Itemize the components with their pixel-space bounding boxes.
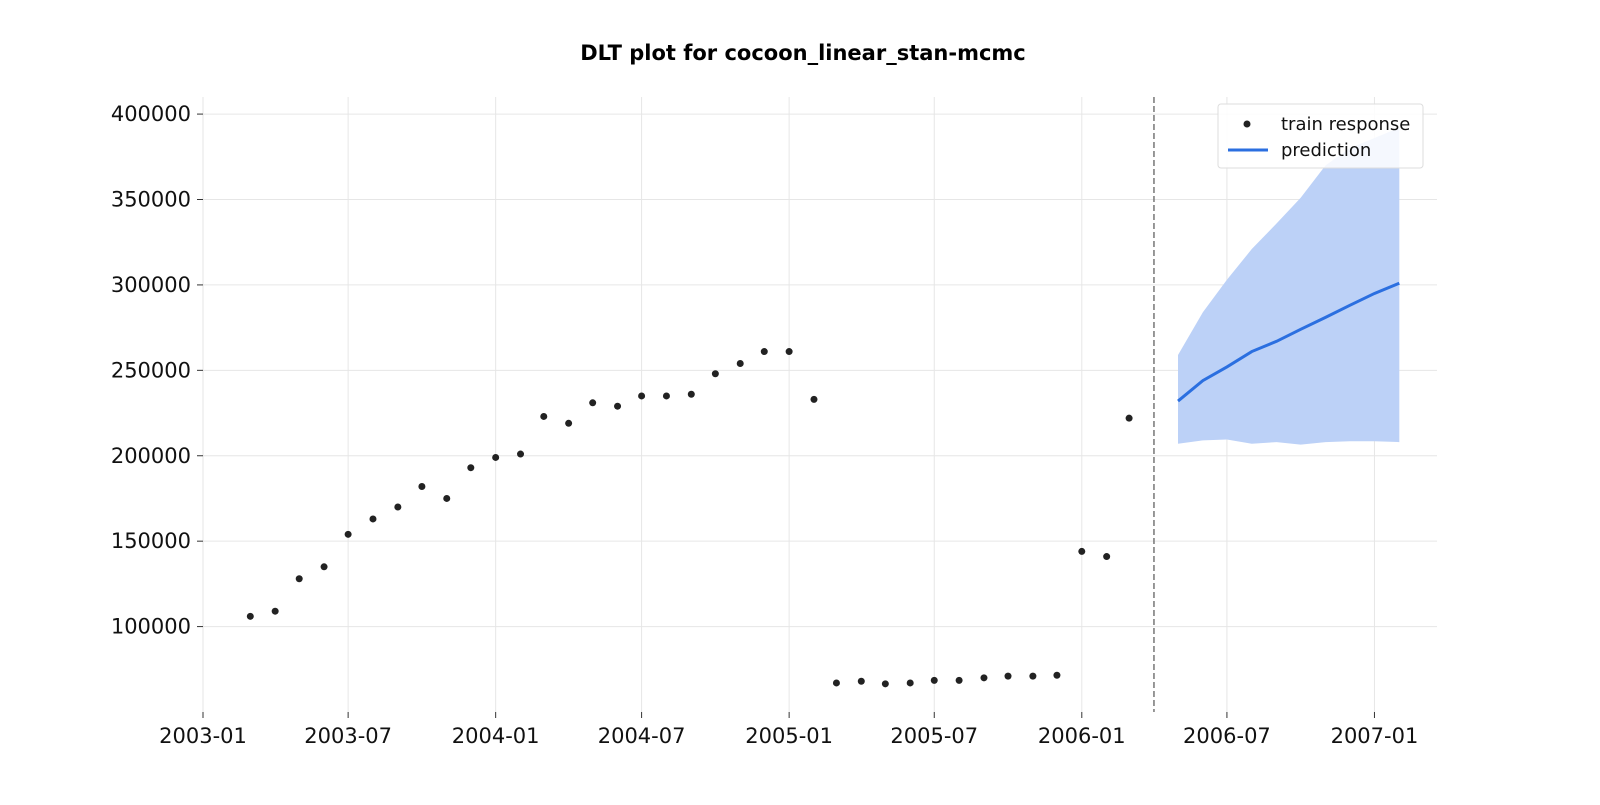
prediction-line: [1177, 281, 1400, 403]
train-response-series: [246, 348, 1133, 688]
train-response-point: [857, 677, 865, 685]
train-response-point: [394, 503, 402, 511]
train-response-point: [881, 680, 889, 688]
train-response-point: [1004, 672, 1012, 680]
train-response-point: [810, 395, 818, 403]
train-response-point: [1125, 414, 1133, 422]
train-response-point: [832, 679, 840, 687]
train-response-point: [246, 612, 254, 620]
train-response-point: [271, 607, 279, 615]
prediction-interval: [1178, 127, 1400, 445]
train-response-point: [418, 483, 426, 490]
x-tick-label: 2006-01: [1038, 724, 1126, 748]
y-tick-label: 200000: [111, 444, 191, 468]
train-response-point: [662, 392, 670, 400]
train-response-point: [930, 676, 938, 684]
train-response-point: [711, 370, 719, 378]
train-response-point: [955, 676, 963, 684]
legend: train response prediction: [1217, 103, 1424, 169]
x-tick-label: 2005-07: [890, 724, 978, 748]
train-response-point: [785, 348, 793, 356]
train-response-point: [492, 453, 500, 461]
train-response-point: [638, 392, 646, 400]
x-tick-label: 2007-01: [1331, 724, 1419, 748]
train-response-point: [565, 419, 573, 427]
train-response-point: [614, 402, 622, 410]
train-response-point: [540, 412, 548, 420]
y-tick-label: 250000: [111, 358, 191, 382]
train-response-point: [589, 399, 597, 407]
x-axis: 2003-01 2003-07 2004-01 2004-07 2005-01 2005-…: [159, 712, 1418, 748]
x-tick-label: 2003-07: [304, 724, 392, 748]
train-response-point: [295, 575, 303, 583]
prediction-series: [1177, 281, 1400, 403]
x-tick-label: 2006-07: [1183, 724, 1271, 748]
x-tick-label: 2005-01: [745, 724, 833, 748]
x-tick-label: 2003-01: [159, 724, 247, 748]
legend-box: [1217, 103, 1424, 169]
train-response-point: [980, 674, 988, 682]
legend-label-train-response: train response: [1281, 114, 1410, 135]
train-response-point: [687, 390, 695, 398]
train-response-point: [443, 494, 451, 502]
y-axis: 100000 150000 200000 250000 300000 350000 4000…: [111, 102, 203, 639]
y-tick-label: 150000: [111, 529, 191, 553]
train-response-point: [736, 360, 744, 367]
x-tick-label: 2004-07: [598, 724, 686, 748]
train-response-point: [906, 679, 914, 687]
y-tick-label: 300000: [111, 273, 191, 297]
train-response-point: [1053, 671, 1061, 679]
train-response-point: [369, 515, 377, 523]
prediction-interval-band: [1178, 127, 1400, 445]
chart-title: DLT plot for cocoon_linear_stan-mcmc: [580, 41, 1026, 65]
y-tick-label: 400000: [111, 102, 191, 126]
legend-marker-train-response: [1243, 120, 1251, 128]
train-response-point: [467, 464, 475, 472]
y-tick-label: 350000: [111, 188, 191, 212]
y-tick-label: 100000: [111, 615, 191, 639]
train-response-point: [1029, 672, 1037, 680]
train-response-point: [1103, 553, 1111, 561]
train-response-point: [760, 348, 768, 356]
train-response-point: [320, 563, 328, 571]
legend-label-prediction: prediction: [1281, 140, 1371, 161]
train-response-point: [1078, 547, 1086, 555]
x-tick-label: 2004-01: [452, 724, 540, 748]
train-response-point: [517, 450, 525, 458]
train-response-point: [344, 530, 352, 538]
